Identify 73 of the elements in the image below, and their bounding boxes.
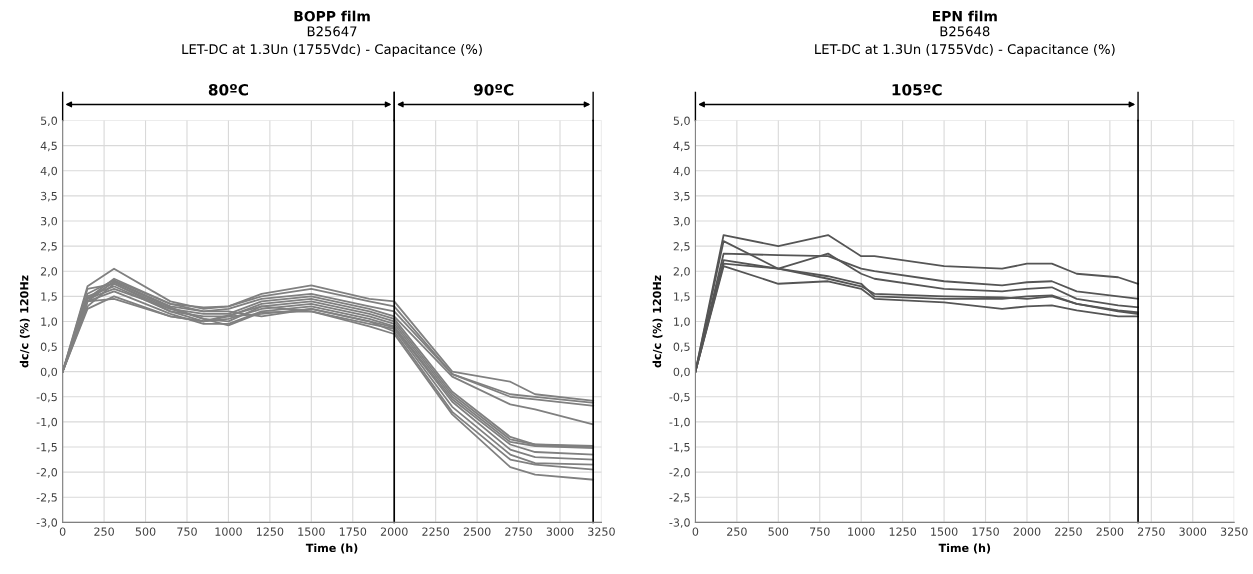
y-tick-label: 1,0 (674, 317, 690, 327)
chart-title: EPN film (933, 10, 997, 22)
y-axis-title: dc/c (%) 120Hz (652, 275, 663, 368)
x-tick-label: 1750 (972, 527, 999, 536)
x-tick-label: 2000 (380, 527, 408, 536)
x-tick-label: 1250 (889, 527, 917, 536)
y-tick-label: 2,0 (673, 267, 690, 277)
x-tick-label: 1250 (256, 527, 284, 536)
y-tick-label: 0,5 (673, 342, 690, 353)
x-tick-label: 2500 (463, 527, 491, 536)
x-tick-label: 750 (810, 527, 830, 536)
y-tick-label: -3,0 (669, 518, 690, 528)
x-tick-label: 750 (177, 527, 197, 536)
y-tick-label: -3,0 (36, 518, 58, 528)
x-tick-label: 2750 (505, 527, 532, 536)
y-tick-label: -2,0 (36, 468, 58, 478)
y-tick-label: 5,0 (40, 116, 58, 127)
x-axis-title: Time (h) (305, 543, 358, 554)
x-tick-label: 1750 (339, 527, 367, 536)
x-tick-label: 250 (94, 527, 114, 536)
x-tick-label: 1000 (215, 527, 242, 536)
y-tick-label: 2,5 (40, 242, 57, 252)
y-axis-title: dc/c (%) 120Hz (19, 275, 30, 368)
x-tick-label: 3250 (1220, 527, 1248, 536)
x-tick-label: 500 (768, 527, 789, 536)
x-tick-label: 0 (692, 527, 699, 536)
y-tick-label: 0,0 (40, 367, 58, 378)
y-tick-label: 3,5 (40, 191, 57, 202)
y-tick-label: 1,5 (41, 292, 57, 302)
chart-subtitle: B25648 LET-DC at 1.3Un (1755Vdc) - Capacitance (%) (815, 26, 1115, 57)
x-tick-label: 1500 (931, 527, 958, 536)
x-tick-label: 3000 (1179, 527, 1207, 536)
text: 80ºC (208, 83, 248, 96)
y-tick-label: -0,5 (36, 392, 57, 403)
y-tick-label: 0,5 (40, 342, 57, 353)
chart-title: BOPP film (294, 10, 370, 22)
text: 90ºC (473, 83, 514, 96)
y-tick-label: 5,0 (673, 116, 690, 127)
y-tick-label: 2,5 (673, 242, 690, 252)
y-tick-label: 4,5 (40, 141, 57, 152)
y-tick-label: -2,5 (36, 493, 57, 503)
y-tick-label: 3,5 (673, 191, 690, 202)
x-tick-label: 3000 (546, 527, 574, 536)
y-tick-label: -1,5 (669, 443, 690, 453)
x-tick-label: 2500 (1096, 527, 1124, 536)
y-tick-label: -2,0 (669, 468, 690, 478)
chart-subtitle: B25647 LET-DC at 1.3Un (1755Vdc) - Capacitance (%) (182, 26, 482, 57)
y-tick-label: 2,0 (40, 267, 58, 277)
x-tick-label: 2250 (1055, 527, 1082, 536)
x-tick-label: 2000 (1013, 527, 1041, 536)
y-tick-label: -2,5 (669, 493, 690, 503)
x-tick-label: 1500 (298, 527, 325, 536)
x-tick-label: 250 (727, 527, 747, 536)
y-tick-label: 3,0 (40, 216, 58, 227)
y-tick-label: 1,5 (674, 292, 690, 302)
y-tick-label: -1,0 (669, 417, 690, 428)
y-tick-label: 1,0 (41, 317, 58, 327)
x-tick-label: 0 (59, 527, 66, 536)
text: 105ºC (892, 83, 942, 96)
y-tick-label: 4,5 (673, 141, 690, 152)
y-tick-label: 4,0 (40, 166, 58, 177)
y-tick-label: 3,0 (673, 216, 690, 227)
y-tick-label: 0,0 (673, 367, 690, 378)
y-tick-label: -1,0 (36, 417, 58, 428)
x-tick-label: 2750 (1137, 527, 1165, 536)
x-tick-label: 3250 (588, 527, 615, 536)
x-tick-label: 2250 (422, 527, 450, 536)
x-axis-title: Time (h) (938, 543, 991, 554)
x-tick-label: 500 (135, 527, 156, 536)
y-tick-label: 4,0 (673, 166, 690, 177)
x-tick-label: 1000 (848, 527, 875, 536)
y-tick-label: -0,5 (669, 392, 690, 403)
y-tick-label: -1,5 (36, 443, 57, 453)
